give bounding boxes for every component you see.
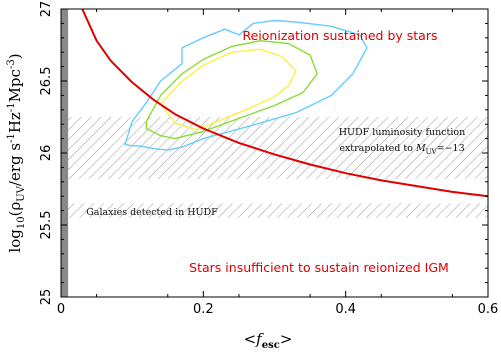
y-axis-title-exp1: -1 xyxy=(6,133,17,143)
hatched-band-1 xyxy=(68,117,488,179)
y-axis-title-log-sub: 10 xyxy=(16,216,27,229)
y-axis-title-hz: Hz xyxy=(6,112,24,133)
x-axis-title-close: > xyxy=(280,330,293,348)
x-tick-label: 0.6 xyxy=(478,302,499,317)
annotation-detected: Galaxies detected in HUDF xyxy=(86,207,218,218)
annotation-hudf-line2-sub: UV xyxy=(426,148,438,156)
y-axis-title-mpc: Mpc xyxy=(6,69,24,102)
y-axis-title-close: ) xyxy=(6,53,24,59)
contours-layer xyxy=(124,19,368,151)
x-axis-title-f: f xyxy=(255,330,264,348)
y-tick-label: 25.5 xyxy=(39,211,54,240)
annotation-hudf-line2-pre: extrapolated to xyxy=(339,143,416,154)
x-axis-title-open: < xyxy=(244,330,257,348)
x-tick-label: 0.4 xyxy=(335,302,356,317)
y-axis-title-rho-sub: UV xyxy=(16,185,27,201)
series-line-1 xyxy=(81,9,488,198)
y-tick-label: 27 xyxy=(39,1,54,18)
x-tick-label: 0.2 xyxy=(193,302,214,317)
ticks-layer: 0 0.2 0.4 0.6 25 25.5 26 26.5 27 xyxy=(39,1,498,317)
y-axis-title-log: log xyxy=(6,229,24,253)
y-axis-title: log10(ρUV/erg s-1Hz-1Mpc-3) xyxy=(6,53,27,252)
contour-1 xyxy=(124,19,368,151)
x-tick-label: 0 xyxy=(57,302,65,317)
contour-3 xyxy=(159,48,297,131)
bands-layer xyxy=(61,9,488,297)
annotation-hudf-line2: extrapolated to MUV=−13 xyxy=(339,143,464,156)
y-axis-title-units: /erg s xyxy=(6,143,24,186)
x-axis-title-sub: esc xyxy=(262,340,280,351)
x-axis-title: <fesc> xyxy=(244,330,293,351)
y-axis-title-exp2: -1 xyxy=(6,102,17,112)
hatched-band-2 xyxy=(68,203,488,218)
contour-2 xyxy=(145,40,318,140)
annotation-hudf-line2-post: =−13 xyxy=(437,143,465,154)
annotation-hudf-line1: HUDF luminosity function xyxy=(339,127,465,138)
series-layer xyxy=(81,9,488,198)
annotation-hudf-line2-sym: M xyxy=(415,143,426,154)
y-tick-label: 26 xyxy=(39,145,54,162)
y-axis-title-exp3: -3 xyxy=(6,59,17,69)
y-tick-label: 25 xyxy=(39,289,54,306)
plot-area xyxy=(61,9,488,297)
annotation-bottom: Stars insufficient to sustain reionized … xyxy=(189,260,449,275)
y-axis-title-rho: (ρ xyxy=(6,202,24,217)
annotation-top: Reionization sustained by stars xyxy=(242,28,437,43)
y-tick-label: 26.5 xyxy=(39,67,54,96)
